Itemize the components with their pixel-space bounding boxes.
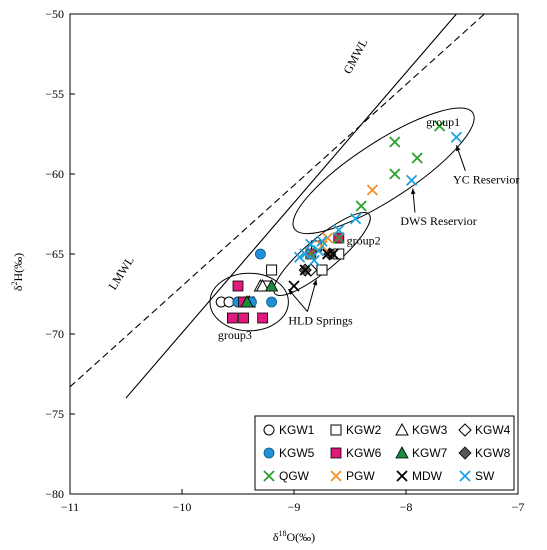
kgw6-point: [232, 280, 244, 292]
qgw-point: [433, 120, 446, 132]
sw-point: [450, 131, 463, 143]
meteoric-water-lines: [69, 13, 485, 399]
sw-point: [293, 251, 306, 263]
legend-label-kgw1: KGW1: [279, 423, 315, 437]
annotation-group2: group2: [347, 233, 381, 247]
legend-label-kgw8: KGW8: [475, 446, 511, 460]
sw-point: [305, 238, 317, 251]
arrow-head: [456, 145, 461, 152]
x-tick-label: −7: [512, 500, 525, 514]
y-tick-label: −80: [45, 487, 64, 501]
y-tick-label: −55: [45, 87, 64, 101]
y-tick-label: −65: [45, 247, 64, 261]
kgw2-point: [316, 264, 328, 276]
annotation-group1: group1: [426, 115, 460, 129]
legend-label-kgw2: KGW2: [346, 423, 382, 437]
annotation-gmwl: GMWL: [340, 36, 370, 76]
group1-ellipse: [292, 107, 475, 235]
axis-ticks: −11 −10 −9 −8 −7 −50 −55 −60 −65 −70 −75 −80: [45, 7, 524, 514]
legend-marker-pgw: [330, 470, 342, 482]
arrow-head: [288, 289, 294, 295]
annotation-lmwl: LMWL: [105, 254, 136, 293]
legend-label-kgw5: KGW5: [279, 446, 315, 460]
legend-label-kgw6: KGW6: [346, 446, 382, 460]
arrow-head: [410, 188, 416, 195]
y-tick-label: −70: [45, 327, 64, 341]
legend-label-sw: SW: [475, 469, 495, 483]
qgw-point: [411, 152, 423, 164]
legend-marker-kgw3: [395, 422, 409, 436]
sw-point: [299, 248, 311, 260]
legend-marker-mdw: [396, 470, 408, 482]
annotation-dws-reservior: DWS Reservior: [400, 214, 476, 228]
sw-point: [316, 235, 328, 247]
qgw-point: [333, 232, 345, 244]
x-tick-label: −8: [400, 500, 413, 514]
kgw6-point: [226, 312, 238, 324]
legend-marker-kgw4: [458, 423, 472, 437]
kgw3-point: [255, 278, 270, 292]
sw-point: [349, 213, 362, 225]
annotations: GMWL LMWL group1 group2 group3 HLD Springs DWS…: [105, 36, 519, 342]
legend-marker-kgw8: [458, 446, 472, 460]
x-tick-label: −11: [61, 500, 79, 514]
data-points: [215, 120, 463, 324]
kgw6-point: [238, 312, 250, 324]
x-tick-label: −9: [288, 500, 301, 514]
kgw7-point: [264, 279, 279, 292]
mdw-point: [299, 264, 311, 276]
legend: KGW1 KGW2 KGW3 KGW4 KGW5 KGW6 KGW7 KGW8 QGW PGW MD…: [254, 415, 515, 491]
arrow-line: [306, 279, 317, 312]
legend-label-kgw4: KGW4: [475, 423, 511, 437]
annotation-hld-springs: HLD Springs: [288, 313, 353, 327]
sw-point: [313, 245, 325, 257]
annotation-yc-reservior: YC Reservior: [453, 173, 519, 187]
kgw2-point: [266, 264, 278, 276]
lmwl-line: [69, 13, 485, 388]
legend-label-kgw7: KGW7: [412, 446, 448, 460]
gmwl-line: [125, 13, 457, 399]
legend-marker-sw: [459, 470, 471, 482]
kgw7-point: [240, 295, 254, 308]
y-tick-label: −75: [45, 407, 64, 421]
kgw5-point: [266, 296, 278, 308]
x-tick-label: −10: [173, 500, 192, 514]
legend-marker-kgw7: [395, 446, 409, 459]
legend-marker-kgw2: [330, 424, 342, 436]
mdw-point: [288, 280, 300, 292]
annotation-group3: group3: [218, 328, 252, 342]
sw-point: [308, 254, 320, 267]
legend-label-pgw: PGW: [346, 469, 375, 483]
pgw-point: [316, 240, 328, 252]
y-tick-label: −60: [45, 167, 64, 181]
sw-point: [405, 174, 418, 187]
qgw-point: [355, 200, 367, 212]
kgw5-point: [254, 248, 266, 260]
y-axis-title: δ2H(‰): [10, 253, 25, 291]
y-tick-label: −50: [45, 7, 64, 21]
sw-point: [333, 224, 345, 236]
kgw6-point: [257, 312, 269, 324]
x-axis-title: δ18O(‰): [273, 529, 315, 544]
legend-label-mdw: MDW: [412, 469, 443, 483]
qgw-point: [389, 168, 401, 180]
mdw-point: [327, 248, 339, 260]
legend-marker-qgw: [263, 470, 275, 482]
legend-marker-kgw5: [263, 447, 275, 459]
legend-marker-kgw1: [263, 424, 275, 436]
legend-marker-kgw6: [330, 447, 342, 459]
group3-ellipse: [209, 272, 289, 332]
pgw-point: [321, 232, 334, 244]
legend-label-kgw3: KGW3: [412, 423, 448, 437]
legend-label-qgw: QGW: [279, 469, 310, 483]
pgw-point: [366, 184, 379, 196]
arrow-head: [312, 279, 318, 286]
qgw-point: [389, 136, 401, 148]
